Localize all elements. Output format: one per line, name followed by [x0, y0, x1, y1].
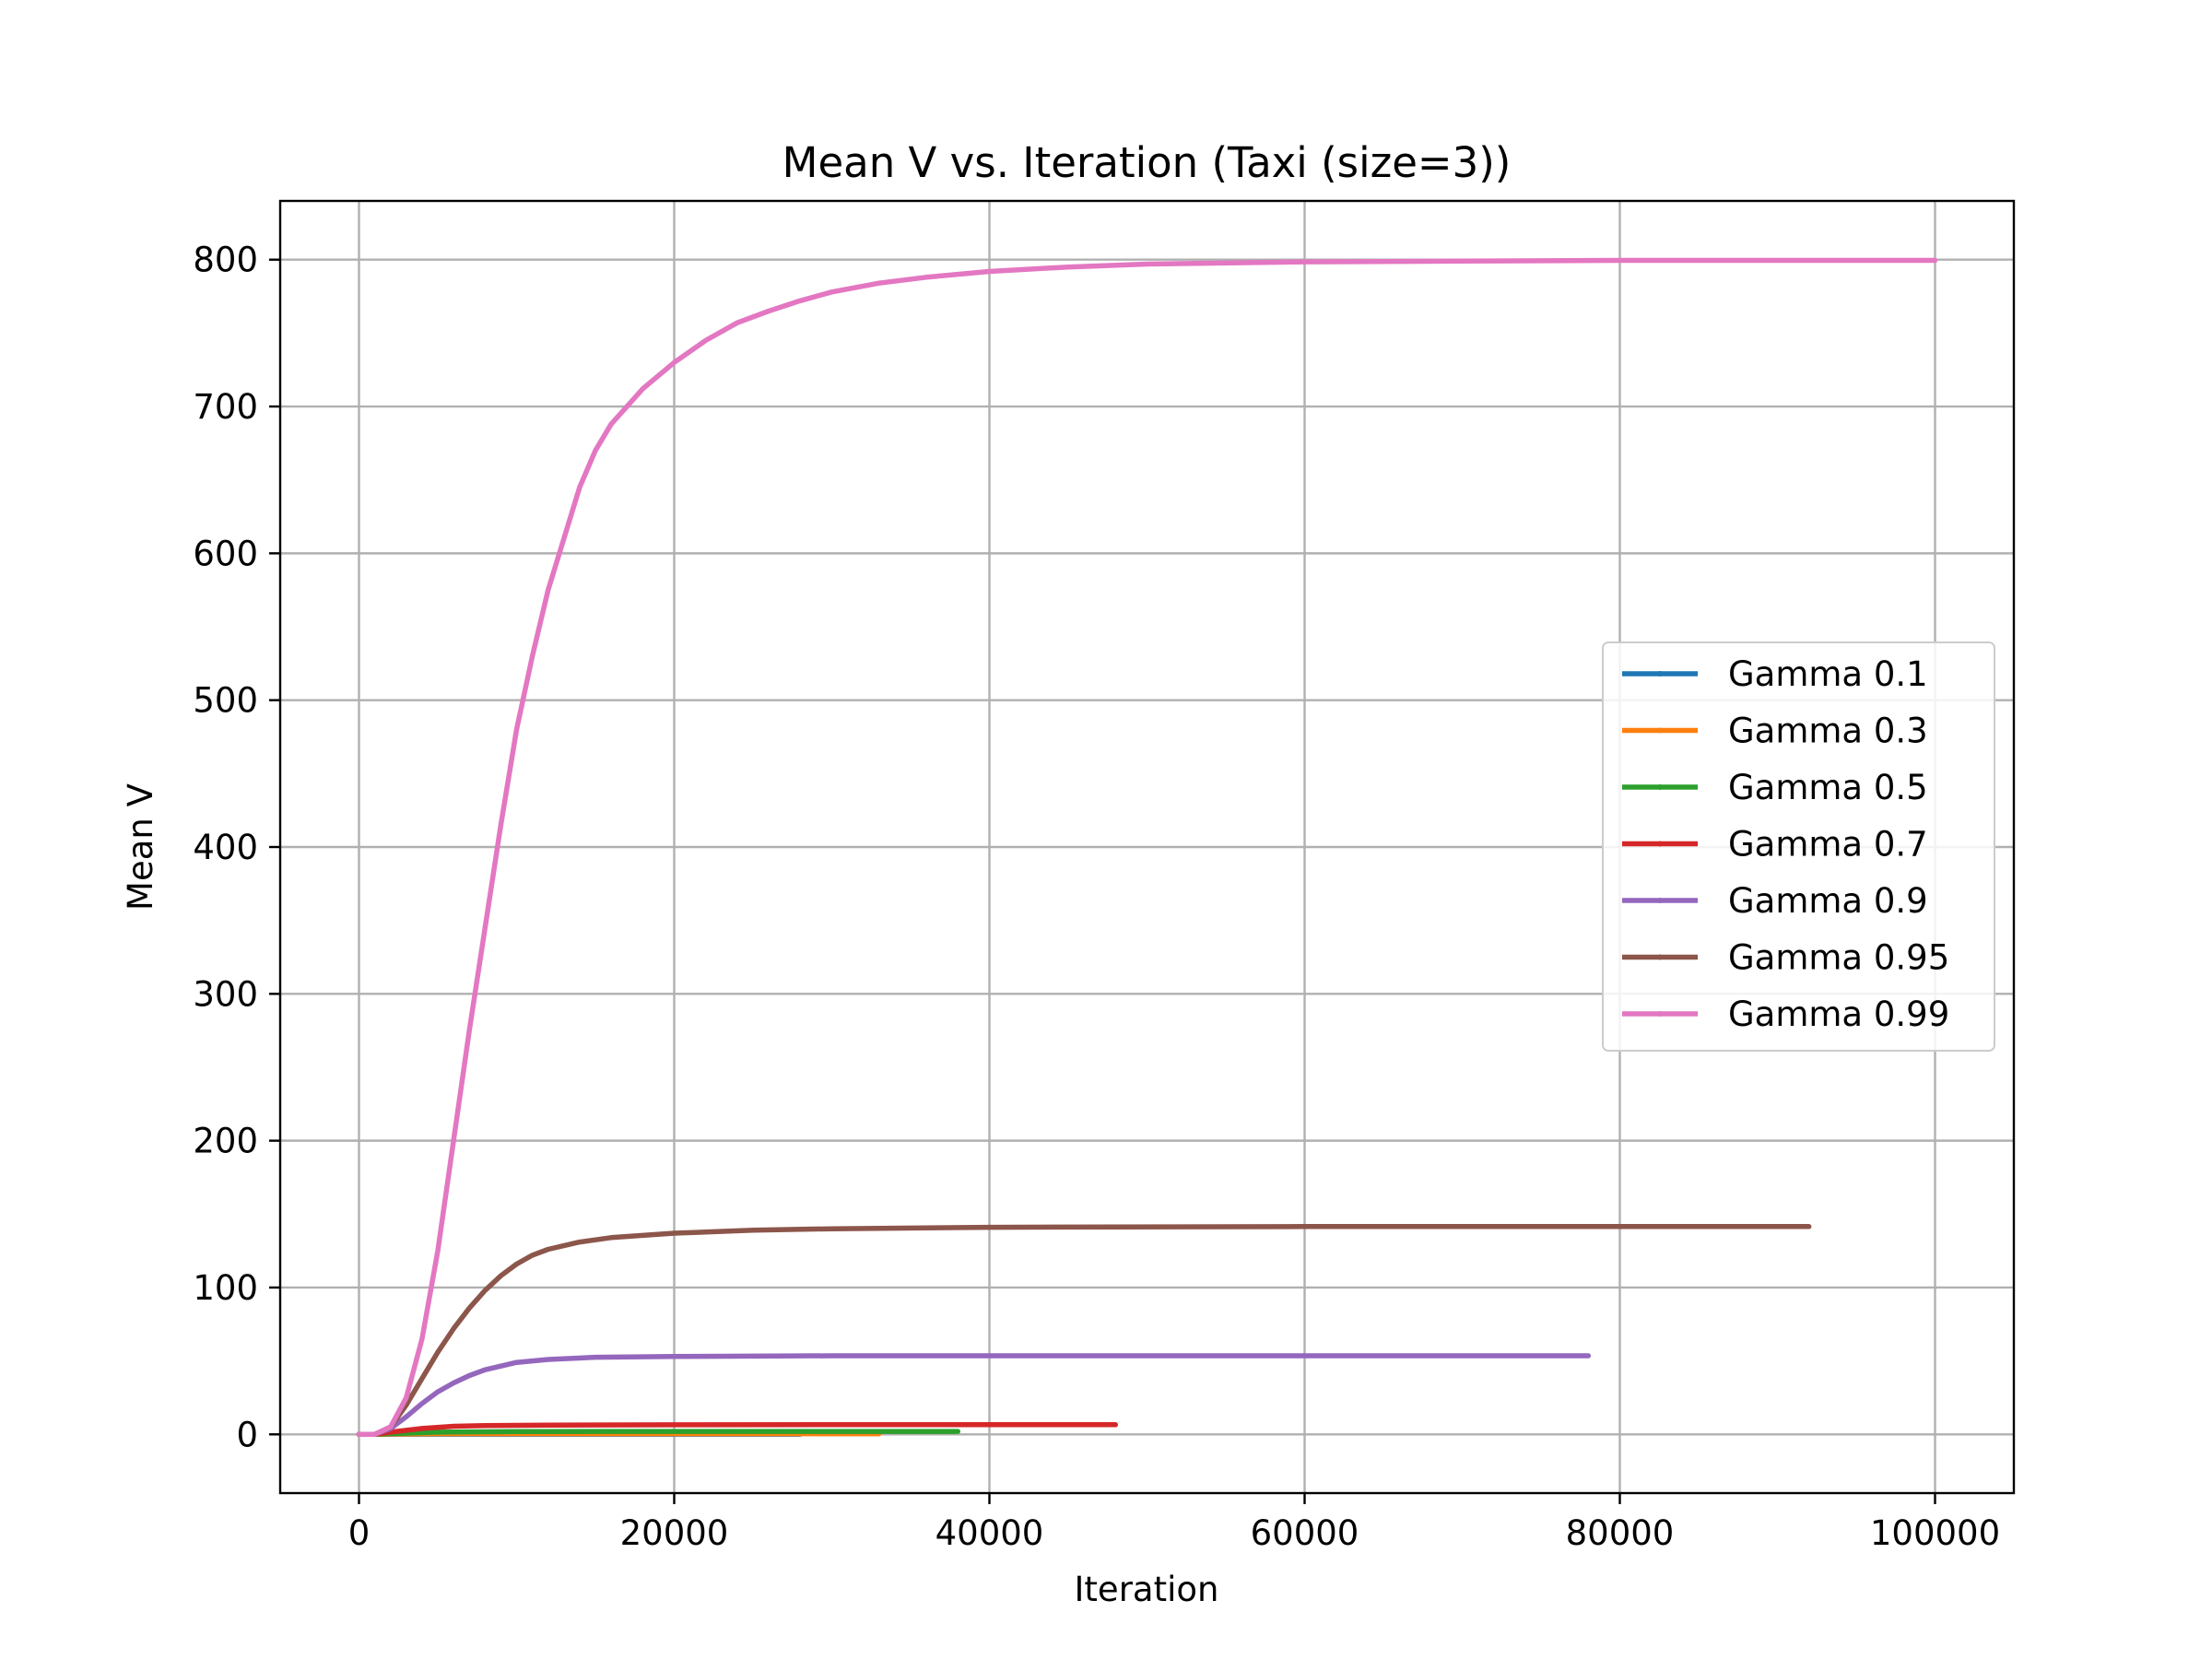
series-line-7 — [356, 257, 1938, 1438]
y-tick-label: 600 — [193, 534, 258, 573]
legend-label: Gamma 0.95 — [1728, 938, 1949, 978]
legend-item: Gamma 0.95 — [1622, 938, 1949, 978]
x-axis-ticks: 0 20000 40000 60000 80000 100000 — [348, 1493, 2000, 1553]
x-tick-label: 40000 — [935, 1513, 1044, 1553]
chart-title: Mean V vs. Iteration (Taxi (size=3)) — [782, 138, 1512, 187]
y-tick-label: 0 — [236, 1415, 258, 1454]
legend-label: Gamma 0.99 — [1728, 994, 1949, 1034]
series-line-6 — [356, 1224, 1812, 1438]
legend-item: Gamma 0.7 — [1622, 825, 1928, 865]
x-tick-label: 20000 — [620, 1513, 729, 1553]
legend-marker — [1657, 671, 1663, 677]
y-tick-label: 300 — [193, 974, 258, 1014]
legend-label: Gamma 0.9 — [1728, 881, 1928, 921]
legend-item: Gamma 0.9 — [1622, 881, 1928, 921]
legend-marker — [1657, 1011, 1663, 1017]
y-tick-label: 200 — [193, 1122, 258, 1161]
series-line-3 — [356, 1429, 961, 1438]
legend-marker — [1657, 898, 1663, 903]
y-tick-label: 800 — [193, 241, 258, 280]
legend-label: Gamma 0.1 — [1728, 654, 1928, 694]
legend-label: Gamma 0.3 — [1728, 712, 1928, 751]
y-tick-label: 700 — [193, 387, 258, 427]
legend-label: Gamma 0.7 — [1728, 825, 1928, 865]
y-axis-ticks: 0 100 200 300 400 500 600 700 800 — [193, 241, 280, 1454]
series-lines — [356, 257, 1938, 1438]
legend-item: Gamma 0.99 — [1622, 994, 1949, 1034]
legend-marker — [1657, 784, 1663, 790]
y-tick-label: 100 — [193, 1268, 258, 1308]
series-line-5 — [356, 1353, 1592, 1438]
legend-marker — [1657, 727, 1663, 734]
x-axis-label: Iteration — [1075, 1570, 1219, 1609]
legend: Gamma 0.1 Gamma 0.3 Gamma 0.5 Gamma 0.7 Gamm… — [1602, 641, 1995, 1052]
legend-item: Gamma 0.3 — [1622, 712, 1928, 751]
x-tick-label: 0 — [348, 1513, 371, 1553]
legend-label: Gamma 0.5 — [1728, 768, 1928, 807]
legend-marker — [1657, 841, 1663, 847]
y-axis-label: Mean V — [121, 783, 160, 911]
y-tick-label: 400 — [193, 828, 258, 867]
x-tick-label: 80000 — [1566, 1513, 1675, 1553]
x-tick-label: 100000 — [1870, 1513, 2000, 1553]
legend-box — [1602, 641, 1995, 1052]
legend-item: Gamma 0.1 — [1622, 654, 1928, 694]
x-tick-label: 60000 — [1251, 1513, 1359, 1553]
y-tick-label: 500 — [193, 681, 258, 721]
legend-marker — [1657, 954, 1663, 960]
legend-item: Gamma 0.5 — [1622, 768, 1928, 807]
